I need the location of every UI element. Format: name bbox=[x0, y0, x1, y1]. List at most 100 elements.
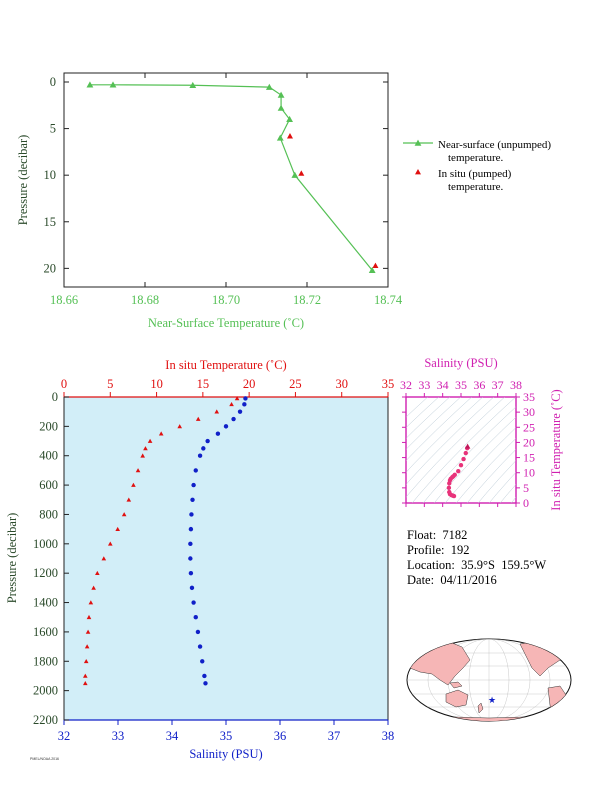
float-location: Location: 35.9°S 159.5°W bbox=[407, 558, 547, 572]
y-tick-label: 2000 bbox=[33, 684, 58, 698]
ts-point bbox=[447, 489, 452, 495]
near-surface-point bbox=[291, 171, 299, 178]
ts-y-tick-label: 20 bbox=[523, 435, 535, 449]
x-tick-label: 18.70 bbox=[212, 293, 240, 307]
y-tick-label: 600 bbox=[39, 478, 58, 492]
salinity-point bbox=[188, 556, 193, 561]
near-surface-point bbox=[265, 83, 273, 90]
salinity-point bbox=[231, 416, 236, 422]
float-id: Float: 7182 bbox=[407, 528, 468, 542]
density-contour bbox=[499, 484, 516, 503]
float-location-star: ★ bbox=[488, 695, 496, 705]
temperature-point bbox=[214, 409, 220, 414]
temperature-point bbox=[147, 438, 153, 443]
x-tick-label: 18.68 bbox=[131, 293, 159, 307]
bottom-tick-label: 36 bbox=[274, 729, 287, 743]
temperature-point bbox=[126, 497, 132, 502]
profile-chart: In situ Temperature (˚C) Salinity (PSU) … bbox=[5, 358, 394, 761]
temperature-point bbox=[131, 482, 136, 487]
salinity-point bbox=[205, 438, 210, 444]
density-contour bbox=[466, 448, 516, 503]
y-tick-label: 800 bbox=[39, 507, 58, 521]
legend-in-situ-label-2: temperature. bbox=[448, 181, 504, 193]
legend-in-situ-label: In situ (pumped) bbox=[438, 168, 512, 180]
salinity-point bbox=[189, 585, 195, 591]
ts-y-tick-label: 25 bbox=[523, 420, 535, 434]
temperature-point bbox=[140, 453, 145, 458]
near-surface-point bbox=[368, 266, 376, 273]
salinity-point bbox=[188, 526, 194, 532]
salinity-point bbox=[193, 615, 198, 620]
near-surface-point bbox=[189, 81, 197, 88]
salinity-point bbox=[190, 497, 195, 502]
temperature-point bbox=[143, 446, 148, 451]
salinity-point bbox=[223, 424, 229, 429]
ts-y-tick-label: 35 bbox=[523, 390, 535, 404]
density-contour bbox=[411, 397, 516, 503]
x-tick-label: 18.66 bbox=[50, 293, 78, 307]
ts-x-tick-label: 32 bbox=[400, 378, 412, 392]
salinity-point bbox=[201, 446, 206, 451]
top-tick-label: 15 bbox=[197, 377, 210, 391]
temperature-point bbox=[107, 541, 113, 546]
profile-ylabel: Pressure (decibar) bbox=[5, 513, 19, 604]
y-tick-label: 15 bbox=[44, 215, 57, 229]
salinity-point bbox=[191, 600, 196, 605]
location-map: ★ bbox=[406, 638, 572, 722]
ts-ylabel: In situ Temperature (˚C) bbox=[549, 389, 563, 510]
top-tick-label: 25 bbox=[289, 377, 302, 391]
near-surface-point bbox=[109, 81, 117, 88]
profile-bottom-axis-label: Salinity (PSU) bbox=[189, 747, 262, 761]
temperature-point bbox=[234, 396, 240, 401]
ts-plot-frame bbox=[405, 396, 517, 504]
in-situ-point bbox=[372, 262, 379, 268]
y-tick-label: 0 bbox=[50, 75, 56, 89]
salinity-point bbox=[202, 673, 207, 679]
near-surface-series-line bbox=[89, 84, 373, 271]
temperature-point bbox=[158, 431, 164, 436]
ts-surface-point bbox=[464, 443, 471, 449]
ts-y-tick-label: 15 bbox=[523, 451, 535, 465]
y-tick-label: 1600 bbox=[33, 625, 58, 639]
ts-point bbox=[456, 469, 461, 474]
y-tick-label: 5 bbox=[50, 122, 56, 136]
legend-in-situ-marker bbox=[415, 169, 421, 175]
temperature-point bbox=[82, 673, 88, 678]
top-tick-label: 5 bbox=[107, 377, 113, 391]
bottom-tick-label: 32 bbox=[58, 729, 71, 743]
y-tick-label: 1200 bbox=[33, 566, 58, 580]
ts-point bbox=[463, 450, 468, 456]
ts-x-tick-label: 37 bbox=[492, 378, 504, 392]
ts-point bbox=[452, 472, 457, 478]
temperature-point bbox=[229, 402, 234, 407]
profile-date: Date: 04/11/2016 bbox=[407, 573, 497, 587]
in-situ-point bbox=[286, 133, 293, 139]
y-tick-label: 1800 bbox=[33, 654, 58, 668]
density-contour bbox=[422, 406, 516, 503]
y-tick-label: 10 bbox=[44, 168, 57, 182]
ts-point bbox=[458, 462, 464, 468]
temperature-point bbox=[195, 416, 201, 421]
bottom-tick-label: 35 bbox=[220, 729, 233, 743]
profile-number: Profile: 192 bbox=[407, 543, 470, 557]
density-contour bbox=[529, 377, 612, 508]
salinity-point bbox=[195, 629, 201, 635]
legend-near-surface-label: Near-surface (unpumped) bbox=[438, 139, 551, 151]
legend-near-surface-label-2: temperature. bbox=[448, 152, 504, 164]
salinity-point bbox=[242, 402, 247, 407]
y-tick-label: 1400 bbox=[33, 596, 58, 610]
y-tick-label: 400 bbox=[39, 449, 58, 463]
temperature-point bbox=[85, 629, 91, 634]
ts-x-tick-label: 33 bbox=[418, 378, 430, 392]
temperature-point bbox=[135, 468, 141, 473]
salinity-point bbox=[188, 541, 193, 547]
bottom-tick-label: 37 bbox=[328, 729, 341, 743]
temperature-point bbox=[84, 644, 90, 649]
near-surface-point bbox=[276, 134, 284, 141]
near-surface-point bbox=[86, 81, 94, 88]
density-contour bbox=[455, 437, 516, 503]
credit-text: PMEL/NOAA 2016 bbox=[30, 757, 59, 761]
y-tick-label: 2200 bbox=[33, 713, 58, 727]
near-surface-plot-frame bbox=[63, 72, 389, 288]
